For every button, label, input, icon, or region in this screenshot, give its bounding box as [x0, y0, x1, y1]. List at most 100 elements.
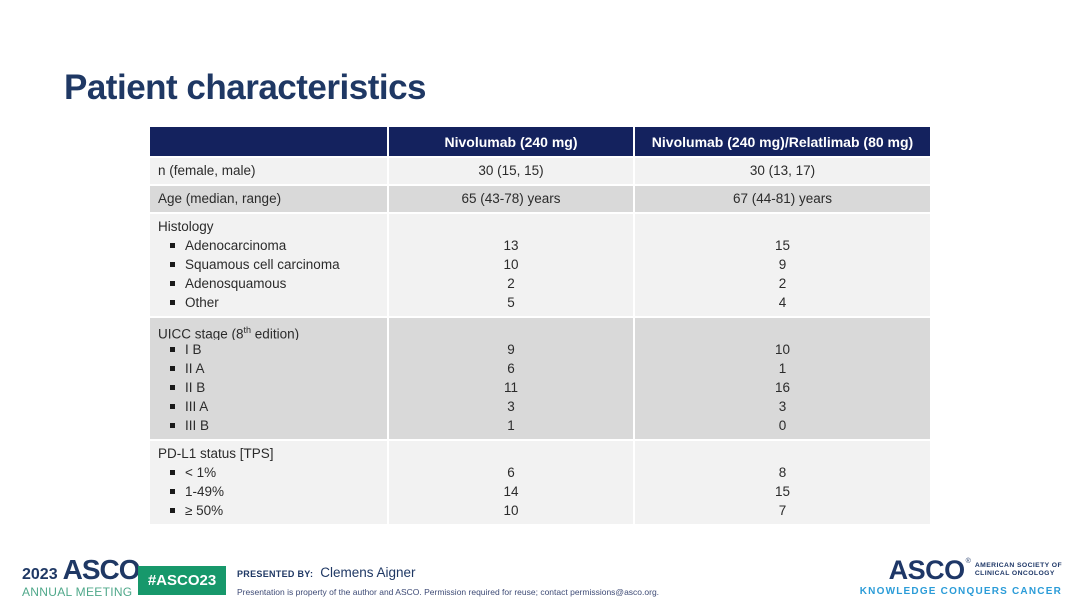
cell-value: 30 (13, 17)	[749, 163, 816, 178]
table-section-pdl1: PD-L1 status [TPS] < 1% 1-49% ≥ 50% 6 14 10 8 15…	[150, 440, 930, 524]
bullet-square-icon	[170, 300, 175, 305]
row-label: Age (median, range)	[158, 191, 282, 206]
bullet-item: II B	[150, 378, 387, 397]
bullet-item: Adenosquamous	[150, 274, 387, 293]
value-cell-age-col1: 65 (43-78) years	[387, 185, 634, 213]
asco-annual-meeting-logo: 2023 ASCO ® ANNUAL MEETING	[22, 554, 146, 600]
bullet-item: II A	[150, 359, 387, 378]
cell-value: 10	[503, 503, 519, 518]
bullet-item-label: I B	[185, 342, 202, 357]
cell-value: 10	[503, 257, 519, 272]
bullet-square-icon	[170, 262, 175, 267]
bullet-item: < 1%	[150, 463, 387, 482]
value-spacer	[635, 444, 930, 463]
bullet-item: Other	[150, 293, 387, 312]
value-spacer	[389, 321, 633, 340]
registered-mark-icon: ®	[965, 558, 971, 565]
bullet-item: ≥ 50%	[150, 501, 387, 520]
value-cell-n-col2: 30 (13, 17)	[633, 157, 930, 185]
patient-characteristics-table: Nivolumab (240 mg) Nivolumab (240 mg)/Rel…	[150, 127, 930, 524]
label-cell-pdl1: PD-L1 status [TPS] < 1% 1-49% ≥ 50%	[150, 440, 388, 524]
value-cell-histology-col2: 15 9 2 4	[633, 213, 930, 317]
bullet-square-icon	[170, 404, 175, 409]
bullet-square-icon	[170, 423, 175, 428]
patient-characteristics-table-wrap: Nivolumab (240 mg) Nivolumab (240 mg)/Rel…	[150, 127, 930, 524]
table-head: Nivolumab (240 mg) Nivolumab (240 mg)/Rel…	[150, 127, 930, 157]
bullet-item: III B	[150, 416, 387, 435]
hashtag-badge: #ASCO23	[138, 566, 226, 595]
value-spacer	[635, 217, 930, 236]
bullet-item-label: II A	[185, 361, 205, 376]
asco-wordmark: ASCO	[62, 554, 141, 585]
bullet-item: Adenocarcinoma	[150, 236, 387, 255]
slide-footer: 2023 ASCO ® ANNUAL MEETING #ASCO23 PRESE…	[0, 552, 1080, 607]
cell-value: 1	[778, 361, 787, 376]
cell-value: 8	[778, 465, 787, 480]
bullet-item-label: Other	[185, 295, 219, 310]
cell-value: 7	[778, 503, 787, 518]
presenter-name: Clemens Aigner	[320, 565, 416, 580]
presented-by-label: PRESENTED BY:	[237, 569, 314, 579]
value-cell-n-col1: 30 (15, 15)	[387, 157, 634, 185]
bullet-item: Squamous cell carcinoma	[150, 255, 387, 274]
table-section-uicc-stage: UICC stage (8th edition) I B II A II B III A…	[150, 317, 930, 440]
bullet-item-label: Adenosquamous	[185, 276, 287, 291]
bullet-square-icon	[170, 489, 175, 494]
cell-value: 65 (43-78) years	[461, 191, 561, 206]
table-header-row: Nivolumab (240 mg) Nivolumab (240 mg)/Rel…	[150, 127, 930, 157]
value-spacer	[389, 217, 633, 236]
table-section-age: Age (median, range) 65 (43-78) years 67 (4…	[150, 185, 930, 213]
cell-value: 14	[503, 484, 519, 499]
cell-value: 11	[503, 380, 518, 395]
cell-value: 13	[503, 238, 519, 253]
cell-value: 67 (44-81) years	[732, 191, 833, 206]
cell-value: 1	[507, 418, 515, 433]
cell-value: 3	[507, 399, 515, 414]
value-spacer	[635, 321, 930, 340]
cell-value: 6	[507, 361, 515, 376]
row-label: PD-L1 status [TPS]	[158, 446, 274, 461]
bullet-item: I B	[150, 340, 387, 359]
bullet-item-label: III B	[185, 418, 210, 433]
cell-value: 10	[774, 342, 791, 357]
slide-title: Patient characteristics	[64, 68, 427, 107]
bullet-square-icon	[170, 470, 175, 475]
presented-by-line: PRESENTED BY: Clemens Aigner	[237, 565, 659, 580]
cell-value: 15	[774, 238, 791, 253]
cell-value: 2	[778, 276, 787, 291]
bullet-item-label: 1-49%	[185, 484, 225, 499]
bullet-item: III A	[150, 397, 387, 416]
bullet-item-label: Squamous cell carcinoma	[185, 257, 340, 272]
row-label: UICC stage (8th edition)	[158, 325, 300, 340]
label-cell-n: n (female, male)	[150, 157, 388, 185]
society-name-line2: CLINICAL ONCOLOGY	[974, 570, 1055, 577]
bullet-square-icon	[170, 508, 175, 513]
table-section-n: n (female, male) 30 (15, 15) 30 (13, 17)	[150, 157, 930, 185]
bullet-item-label: < 1%	[185, 465, 217, 480]
table-section-histology: Histology Adenocarcinoma Squamous cell car…	[150, 213, 930, 317]
column-header-1: Nivolumab (240 mg)	[387, 127, 634, 157]
label-cell-uicc-stage: UICC stage (8th edition) I B II A II B III A…	[150, 317, 388, 440]
asco-society-wordmark: ASCO	[888, 555, 966, 585]
asco-tagline: KNOWLEDGE CONQUERS CANCER	[859, 586, 1062, 597]
bullet-item-label: Adenocarcinoma	[185, 238, 287, 253]
cell-value: 9	[778, 257, 787, 272]
value-cell-uicc-stage-col1: 9 6 11 3 1	[387, 317, 634, 440]
asco-society-logo: ASCO ® AMERICAN SOCIETY OF CLINICAL ONCO…	[859, 555, 1062, 598]
bullet-item: 1-49%	[150, 482, 387, 501]
bullet-square-icon	[170, 347, 175, 352]
cell-value: 2	[507, 276, 515, 291]
label-cell-histology: Histology Adenocarcinoma Squamous cell car…	[150, 213, 388, 317]
society-name-line1: AMERICAN SOCIETY OF	[974, 562, 1062, 569]
cell-value: 0	[778, 418, 787, 433]
presenter-block: PRESENTED BY: Clemens Aigner Presentatio…	[237, 565, 659, 597]
copyright-disclaimer: Presentation is property of the author a…	[237, 587, 660, 597]
value-cell-histology-col1: 13 10 2 5	[387, 213, 634, 317]
bullet-square-icon	[170, 243, 175, 248]
meeting-year: 2023	[22, 566, 58, 583]
table-body: n (female, male) 30 (15, 15) 30 (13, 17) Ag…	[150, 157, 930, 524]
bullet-square-icon	[170, 281, 175, 286]
cell-value: 4	[778, 295, 787, 310]
cell-value: 3	[778, 399, 787, 414]
